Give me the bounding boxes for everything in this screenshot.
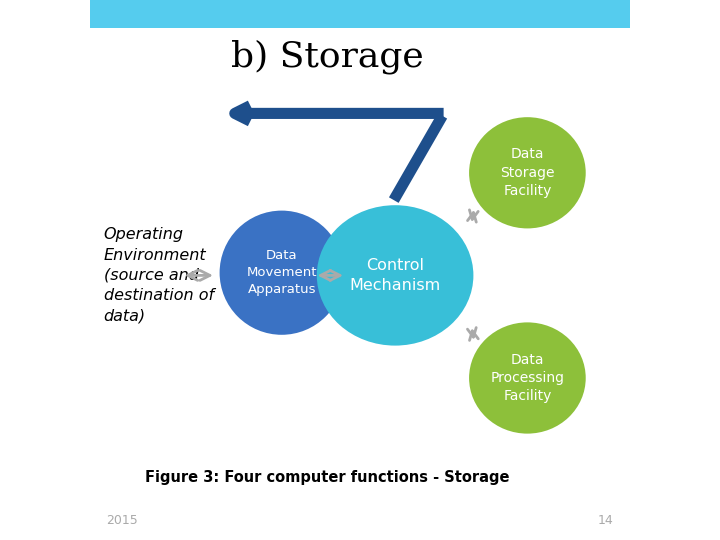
Ellipse shape — [469, 117, 586, 228]
Text: Operating
Environment
(source and
destination of
data): Operating Environment (source and destin… — [104, 227, 214, 323]
Text: Data
Movement
Apparatus: Data Movement Apparatus — [246, 249, 317, 296]
Text: Data
Storage
Facility: Data Storage Facility — [500, 147, 554, 198]
Text: Figure 3: Four computer functions - Storage: Figure 3: Four computer functions - Stor… — [145, 470, 510, 485]
Text: Control
Mechanism: Control Mechanism — [349, 258, 441, 293]
Text: 14: 14 — [598, 514, 613, 526]
Ellipse shape — [220, 211, 344, 335]
Ellipse shape — [469, 322, 586, 434]
Text: Data
Processing
Facility: Data Processing Facility — [490, 353, 564, 403]
Bar — [90, 0, 630, 28]
Text: 2015: 2015 — [107, 514, 138, 526]
Ellipse shape — [317, 205, 474, 346]
Text: b) Storage: b) Storage — [231, 39, 424, 74]
